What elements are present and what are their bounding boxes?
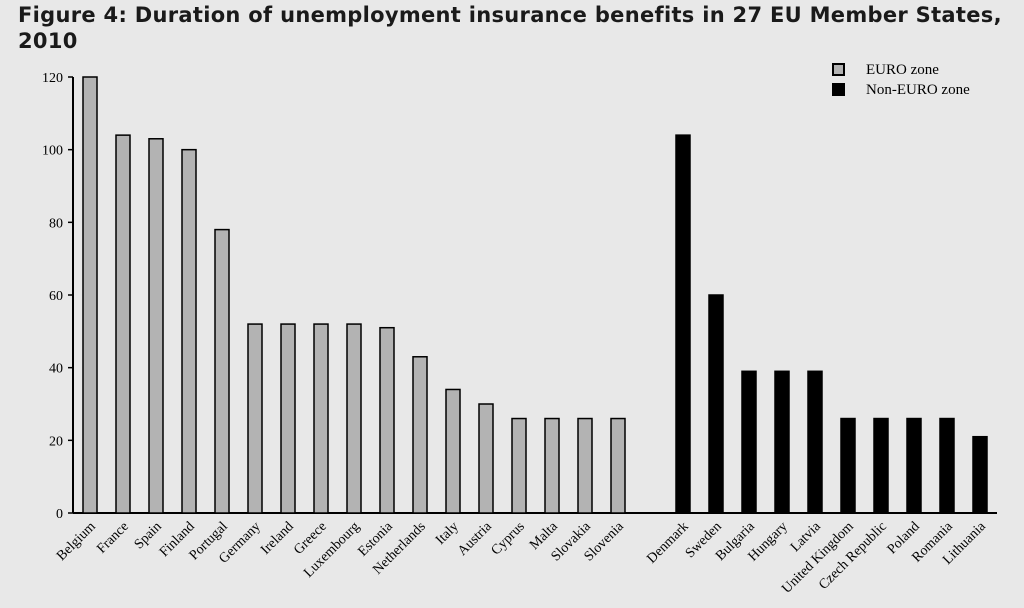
y-tick-label: 60 [49, 289, 63, 304]
legend-swatch [832, 63, 845, 76]
legend-label: Non-EURO zone [866, 82, 970, 98]
bar-netherlands [412, 356, 428, 514]
bar-portugal [214, 228, 230, 514]
x-tick-label: Cyprus [489, 519, 528, 558]
bar-germany [247, 323, 263, 514]
x-tick-label: Denmark [644, 519, 691, 566]
bar-sweden [708, 294, 724, 514]
bar-estonia [379, 326, 395, 514]
bar-united-kingdom [840, 417, 856, 514]
bar-belgium [82, 76, 98, 514]
bar-romania [939, 417, 955, 514]
bar-ireland [280, 323, 296, 514]
x-tick-label: France [94, 519, 132, 557]
y-tick-label: 20 [49, 434, 63, 449]
bar-austria [478, 403, 494, 514]
bar-cyprus [511, 417, 527, 514]
y-tick-label: 100 [42, 144, 63, 159]
y-tick-label: 120 [42, 71, 63, 86]
y-tick-label: 0 [56, 507, 63, 522]
bar-finland [181, 148, 197, 514]
chart-legend: EURO zone Non-EURO zone [832, 62, 970, 98]
bar-france [115, 134, 131, 514]
x-tick-label: Austria [455, 519, 495, 559]
chart-title: Figure 4: Duration of unemployment insur… [18, 3, 1002, 53]
bar-bulgaria [741, 370, 757, 514]
bar-malta [544, 417, 560, 514]
bar-luxembourg [346, 323, 362, 514]
bar-latvia [807, 370, 823, 514]
bar-hungary [774, 370, 790, 514]
bar-denmark [675, 134, 691, 514]
bar-greece [313, 323, 329, 514]
y-tick-label: 40 [49, 362, 63, 377]
bar-spain [148, 138, 164, 514]
bar-czech-republic [873, 417, 889, 514]
bar-slovakia [577, 417, 593, 514]
x-tick-label: Ireland [258, 519, 297, 558]
bar-slovenia [610, 417, 626, 514]
y-tick-label: 80 [49, 216, 63, 231]
legend-swatch [832, 83, 845, 96]
x-tick-label: Italy [433, 519, 462, 548]
chart-bars [82, 76, 988, 514]
bar-lithuania [972, 435, 988, 514]
x-tick-label: Belgium [54, 519, 99, 564]
bar-poland [906, 417, 922, 514]
legend-label: EURO zone [866, 62, 939, 78]
bar-italy [445, 388, 461, 514]
